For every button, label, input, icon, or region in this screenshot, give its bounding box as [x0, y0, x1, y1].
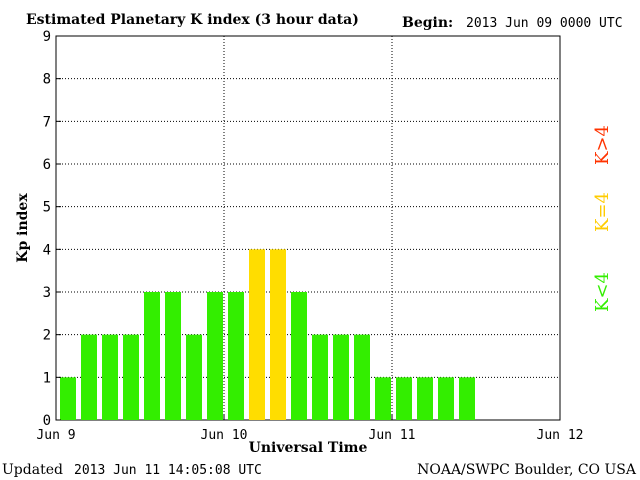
- kp-bar: [396, 377, 412, 420]
- y-tick-label: 6: [43, 157, 51, 173]
- legend-k-equal-4: K=4: [592, 192, 613, 232]
- y-tick-label: 1: [43, 370, 51, 386]
- kp-bar: [123, 334, 139, 420]
- begin-value: 2013 Jun 09 0000 UTC: [466, 16, 623, 31]
- y-tick-label: 4: [43, 242, 51, 258]
- x-axis-label: Universal Time: [249, 440, 368, 456]
- kp-bar: [186, 334, 202, 420]
- y-tick-label: 2: [43, 328, 51, 344]
- x-tick-label: Jun 12: [537, 428, 584, 443]
- kp-bar: [459, 377, 475, 420]
- y-tick-label: 9: [43, 29, 51, 45]
- y-tick-label: 0: [43, 413, 51, 429]
- x-tick-label: Jun 10: [201, 428, 248, 443]
- plot-area: [55, 35, 561, 421]
- grid-lines: [56, 36, 560, 420]
- legend-k-below-4: K<4: [592, 272, 613, 312]
- kp-bar: [333, 334, 349, 420]
- kp-bar: [291, 292, 307, 420]
- kp-bar: [270, 249, 286, 420]
- y-tick-label: 5: [43, 200, 51, 216]
- kp-bar: [438, 377, 454, 420]
- y-tick-labels: 0 1 2 3 4 5 6 7 8 9: [43, 29, 61, 429]
- kp-bar: [312, 334, 328, 420]
- updated-label: Updated: [2, 462, 63, 478]
- chart-title: Estimated Planetary K index (3 hour data…: [26, 12, 359, 28]
- kp-bar: [375, 377, 391, 420]
- kp-bar: [249, 249, 265, 420]
- kp-bar: [165, 292, 181, 420]
- legend-k-above-4: K>4: [592, 125, 613, 165]
- kp-bar: [81, 334, 97, 420]
- kp-bar: [60, 377, 76, 420]
- y-tick-label: 8: [43, 72, 51, 88]
- kp-bar: [228, 292, 244, 420]
- kp-bar: [144, 292, 160, 420]
- kp-bar: [354, 334, 370, 420]
- begin-label: Begin:: [402, 15, 453, 31]
- kp-bar: [207, 292, 223, 420]
- updated-value: 2013 Jun 11 14:05:08 UTC: [74, 463, 262, 478]
- x-tick-label: Jun 11: [369, 428, 416, 443]
- y-axis-label: Kp index: [15, 193, 31, 263]
- x-tick-label: Jun 9: [36, 428, 75, 443]
- y-tick-label: 7: [43, 114, 51, 130]
- x-tick-labels: Jun 9 Jun 10 Jun 11 Jun 12: [36, 415, 583, 443]
- kp-bar: [417, 377, 433, 420]
- y-tick-label: 3: [43, 285, 51, 301]
- source-credit: NOAA/SWPC Boulder, CO USA: [417, 462, 637, 478]
- bars: [60, 249, 475, 420]
- kp-bar: [102, 334, 118, 420]
